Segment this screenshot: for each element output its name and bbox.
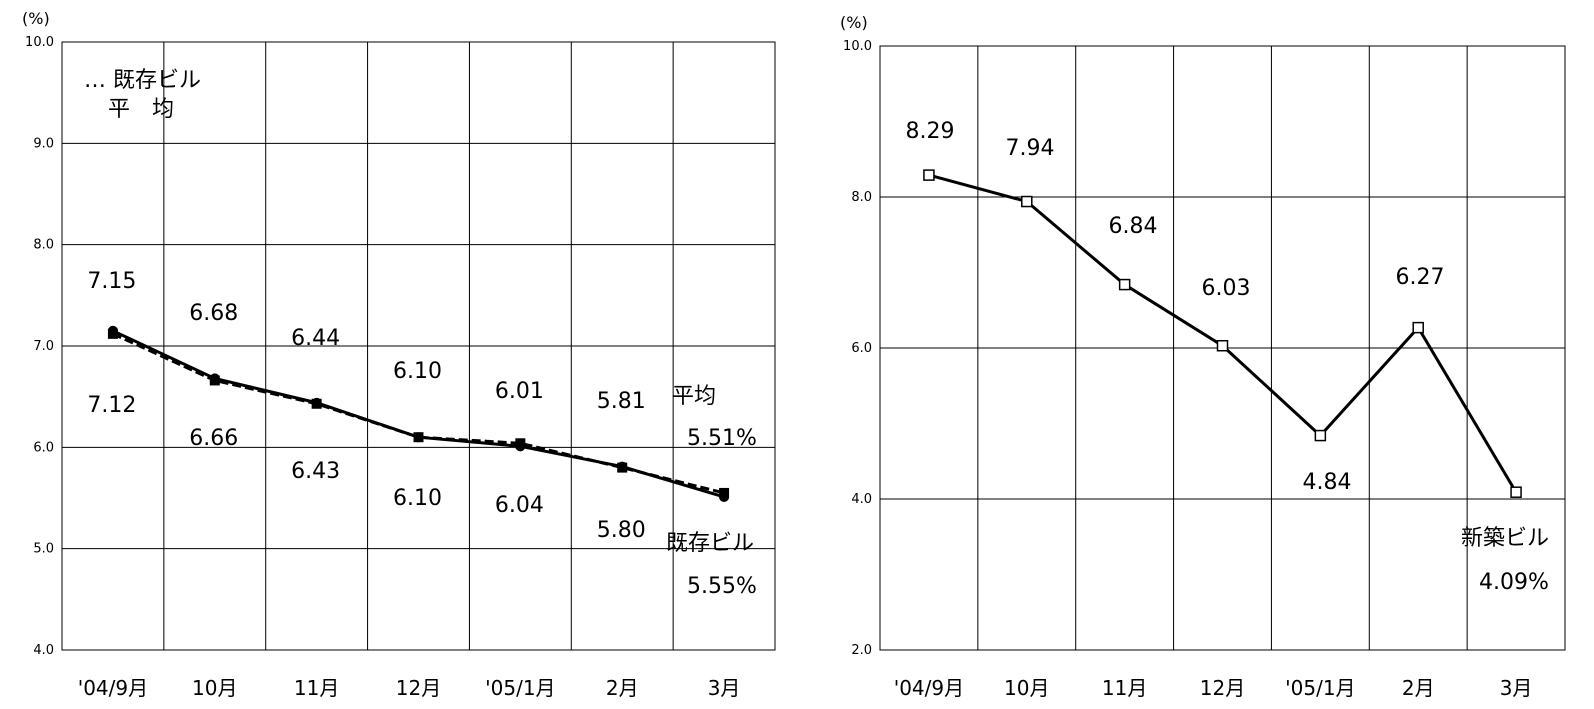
- left-category-label: '04/9月: [78, 676, 148, 700]
- right-y-unit-label: (%): [840, 13, 868, 32]
- series-kizon-point: [209, 375, 220, 386]
- right-category-label: '04/9月: [894, 676, 964, 700]
- left-ytick-label: 8.0: [33, 238, 54, 253]
- right-category-label: 3月: [1500, 676, 1533, 700]
- left-category-label: 11月: [294, 676, 339, 700]
- series-shinchiku-point: [1510, 486, 1522, 498]
- series-kizon-point: [311, 398, 322, 409]
- heikin-data-label: 6.68: [189, 301, 238, 326]
- shinchiku-data-label: 7.94: [1006, 136, 1055, 161]
- heikin-data-label: 5.81: [597, 389, 646, 414]
- heikin-data-label: 6.01: [495, 379, 544, 404]
- right-category-label: '05/1月: [1285, 676, 1355, 700]
- left-legend-line1: … 既存ビル: [84, 68, 201, 93]
- right-ytick-label: 10.0: [843, 39, 872, 54]
- left-legend-line2: 平 均: [108, 97, 174, 122]
- series-kizon-point: [617, 462, 628, 473]
- kizon-data-label: 5.80: [597, 518, 646, 543]
- series-shinchiku-point: [1118, 278, 1131, 291]
- kizon-series-name: 既存ビル: [666, 531, 754, 556]
- heikin-data-label: 7.15: [87, 269, 136, 294]
- left-y-unit-label: (%): [22, 9, 50, 28]
- series-shinchiku-point: [1412, 321, 1424, 334]
- series-shinchiku-point: [1021, 195, 1033, 208]
- left-ytick-label: 9.0: [33, 136, 54, 151]
- shinchiku-data-label: 6.84: [1109, 214, 1158, 239]
- right-ytick-label: 8.0: [851, 190, 872, 205]
- heikin-data-label: 6.10: [393, 359, 442, 384]
- left-ytick-label: 10.0: [25, 35, 54, 50]
- series-kizon-point: [515, 438, 526, 449]
- right-category-label: 12月: [1200, 676, 1245, 700]
- left-ytick-label: 7.0: [33, 339, 54, 354]
- series-shinchiku-point: [1216, 339, 1229, 352]
- kizon-data-label: 7.12: [87, 393, 136, 418]
- right-category-label: 2月: [1402, 676, 1435, 700]
- right-category-label: 11月: [1102, 676, 1147, 700]
- heikin-data-label: 5.51%: [687, 426, 757, 451]
- kizon-data-label: 6.43: [291, 459, 340, 484]
- kizon-data-label: 6.66: [189, 426, 238, 451]
- left-category-label: 12月: [396, 676, 441, 700]
- shinchiku-data-label: 8.29: [906, 119, 955, 144]
- shinchiku-data-label: 4.84: [1303, 470, 1352, 495]
- series-kizon-point: [413, 432, 424, 443]
- shinchiku-data-label: 6.27: [1396, 265, 1445, 290]
- series-kizon-point: [107, 328, 118, 339]
- kizon-data-label: 6.04: [495, 493, 544, 518]
- left-category-label: 2月: [606, 676, 639, 700]
- left-ytick-label: 6.0: [33, 440, 54, 455]
- kizon-data-label: 5.55%: [687, 574, 757, 599]
- series-shinchiku-point: [1314, 429, 1327, 442]
- right-ytick-label: 6.0: [851, 341, 872, 356]
- shinchiku-data-label: 4.09%: [1479, 570, 1549, 595]
- right-category-label: 10月: [1004, 676, 1049, 700]
- shinchiku-series-name: 新築ビル: [1461, 526, 1549, 551]
- left-category-label: 10月: [192, 676, 237, 700]
- heikin-data-label: 6.44: [291, 326, 340, 351]
- shinchiku-data-label: 6.03: [1202, 276, 1251, 301]
- left-ytick-label: 5.0: [33, 542, 54, 557]
- left-ytick-label: 4.0: [33, 643, 54, 658]
- series-kizon-point: [719, 487, 730, 498]
- series-shinchiku-point: [923, 169, 935, 181]
- kizon-data-label: 6.10: [393, 486, 442, 511]
- left-category-label: '05/1月: [485, 676, 555, 700]
- left-category-label: 3月: [708, 676, 741, 700]
- right-ytick-label: 4.0: [851, 492, 872, 507]
- heikin-series-name: 平均: [672, 384, 716, 409]
- right-ytick-label: 2.0: [851, 643, 872, 658]
- series-shinchiku-line: [928, 173, 1518, 493]
